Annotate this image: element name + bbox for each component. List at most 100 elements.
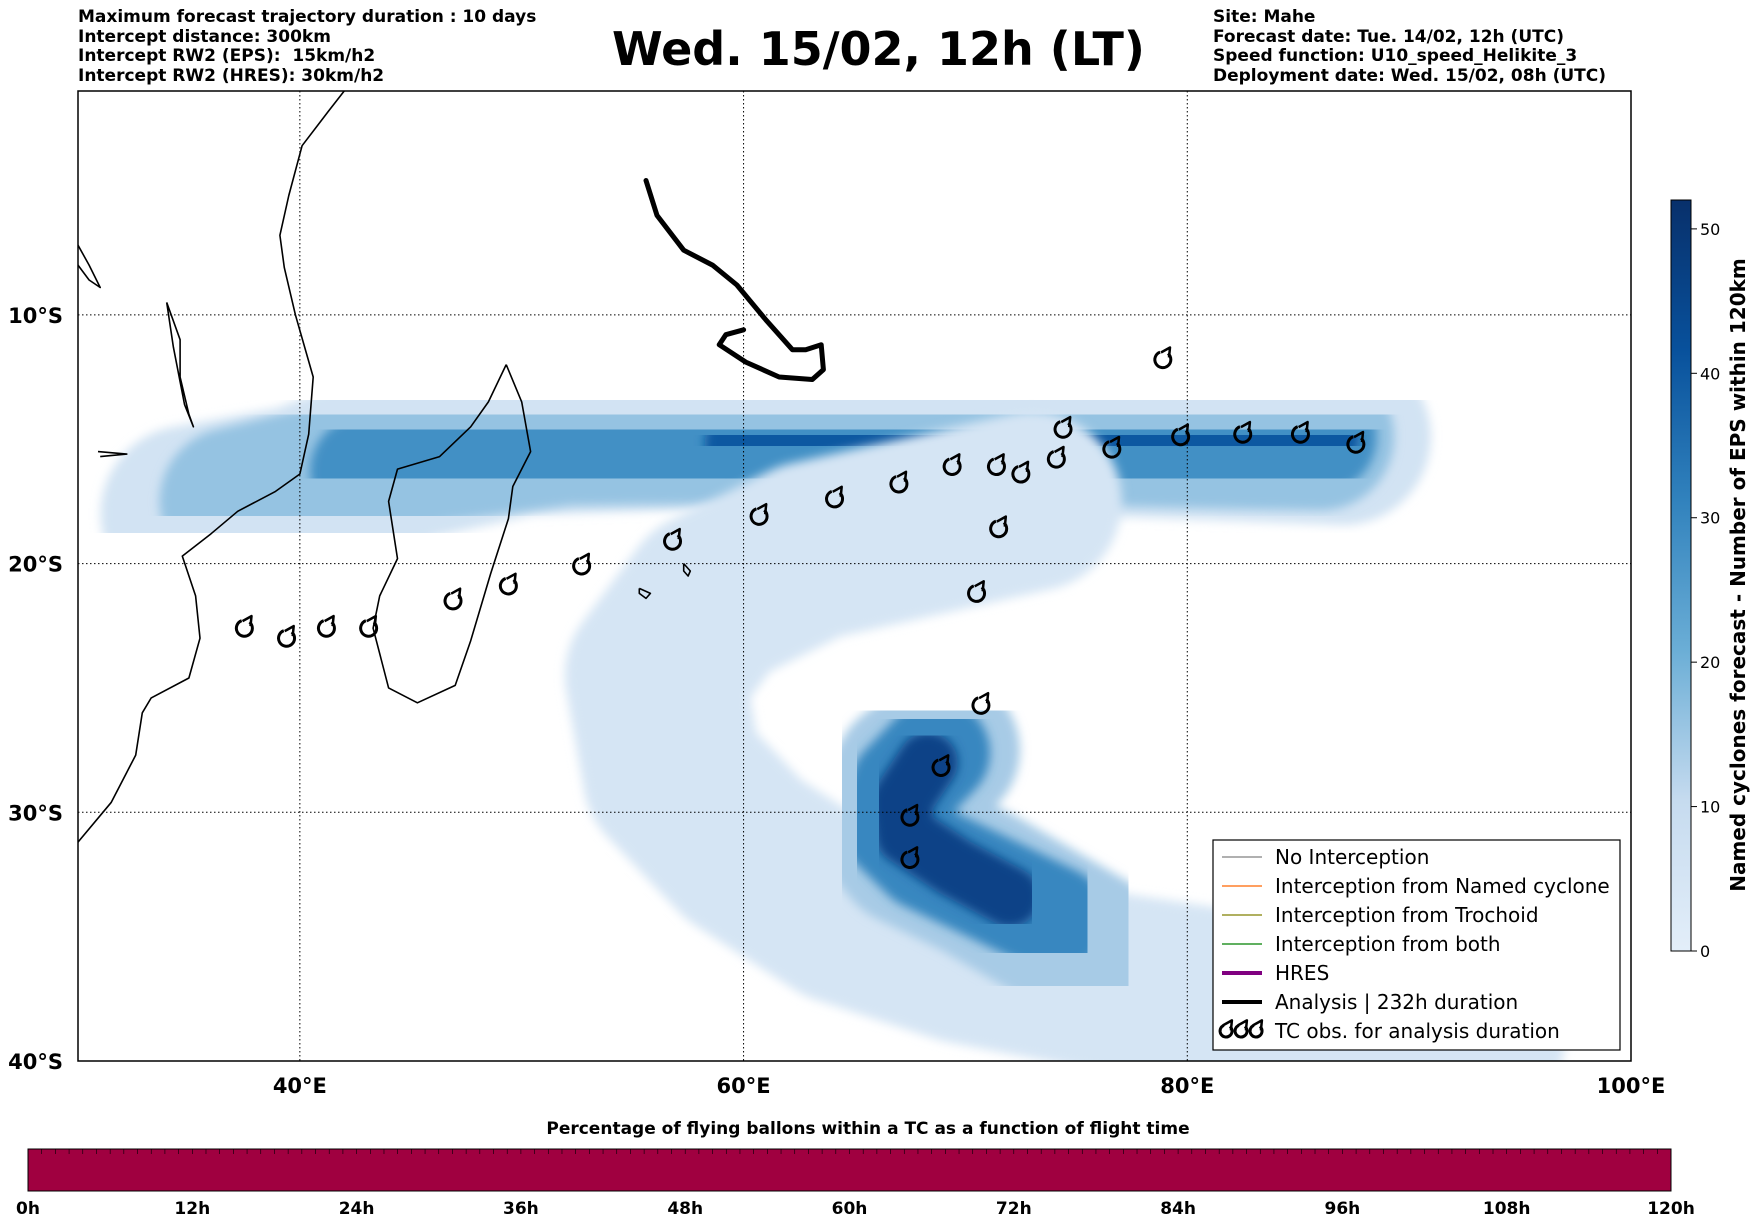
tc-obs-marker: [1233, 1019, 1249, 1039]
lon-label-60e: 60°E: [717, 1074, 771, 1098]
tc-obs-marker: [1011, 460, 1031, 484]
tc-obs-marker: [443, 587, 463, 611]
tc-obs-marker: [1171, 423, 1191, 447]
time-bar-fill: [27, 1148, 1672, 1192]
lon-label-100e: 100°E: [1597, 1074, 1666, 1098]
coastline: [682, 563, 692, 577]
colorbar-tick-label: 50: [1700, 220, 1720, 239]
legend-label: TC obs. for analysis duration: [1274, 1019, 1560, 1043]
tc-obs-marker: [1102, 435, 1122, 459]
legend-item: Analysis | 232h duration: [1222, 990, 1518, 1014]
deployment-date-text: Deployment date: Wed. 15/02, 08h (UTC): [1213, 65, 1607, 86]
legend-item: Interception from both: [1222, 932, 1501, 956]
time-bar: Percentage of flying ballons within a TC…: [16, 1119, 1695, 1219]
site-text: Site: Mahe: [1213, 7, 1316, 27]
time-bar-tick-label: 96h: [1325, 1199, 1361, 1219]
legend-label: HRES: [1275, 961, 1329, 985]
tc-obs-marker: [900, 803, 920, 827]
lat-label-20s: 20°S: [8, 553, 63, 577]
latitude-labels: 10°S 20°S 30°S 40°S: [8, 304, 63, 1074]
lat-label-30s: 30°S: [8, 801, 63, 825]
colorbar-tick-label: 0: [1700, 942, 1710, 961]
colorbar-label: Named cyclones forecast - Number of EPS …: [1726, 258, 1750, 892]
coastline: [165, 302, 195, 428]
eps-density-band: [871, 732, 1040, 927]
tc-obs-marker: [889, 470, 909, 494]
header-right: Site: Mahe Forecast date: Tue. 14/02, 12…: [1213, 7, 1607, 86]
legend-box: [1212, 839, 1621, 1051]
coastline: [372, 364, 532, 704]
tc-obs-marker: [1233, 420, 1253, 444]
colorbar-tick-label: 20: [1700, 653, 1720, 672]
time-bar-tick-label: 108h: [1483, 1199, 1531, 1219]
tc-obs-marker: [967, 580, 987, 603]
speed-function-text: Speed function: U10_speed_Helikite_3: [1213, 46, 1578, 66]
tc-obs-marker: [989, 515, 1009, 539]
tc-obs-marker: [663, 527, 683, 551]
tc-obs-marker: [1346, 430, 1366, 454]
tc-obs-marker: [1153, 346, 1173, 370]
max-duration-text: Maximum forecast trajectory duration : 1…: [78, 7, 537, 27]
colorbar-tick-label: 10: [1700, 798, 1720, 817]
coastline: [78, 244, 101, 289]
tc-obs-marker: [942, 453, 962, 476]
tc-obs-marker: [971, 691, 991, 715]
tc-obs-marker: [498, 572, 518, 596]
tc-obs-marker: [931, 754, 951, 777]
tc-obs-marker: [1290, 420, 1310, 444]
tc-obs-marker: [234, 614, 254, 638]
map-frame: [77, 90, 1632, 1062]
legend-label: Interception from Named cyclone: [1275, 874, 1610, 898]
legend: No Interception Interception from Named c…: [1212, 839, 1621, 1051]
time-bar-title: Percentage of flying ballons within a TC…: [546, 1119, 1189, 1139]
coastline: [97, 450, 128, 458]
tc-obs-marker: [316, 614, 336, 638]
tc-obs-marker: [359, 614, 379, 638]
tc-observations: [234, 346, 1366, 869]
forecast-date-text: Forecast date: Tue. 14/02, 12h (UTC): [1213, 26, 1564, 47]
colorbar: 0 10 20 30 40 50 Named cyclones forecast - Nu…: [1670, 199, 1750, 961]
time-bar-tick-label: 24h: [339, 1199, 375, 1219]
legend-label: Analysis | 232h duration: [1275, 990, 1518, 1014]
tc-obs-marker: [825, 485, 845, 509]
tc-obs-marker: [1218, 1019, 1234, 1039]
tc-obs-marker: [1248, 1019, 1264, 1039]
coastlines: [78, 91, 692, 843]
tc-obs-marker: [1046, 445, 1066, 469]
longitude-labels: 40°E 60°E 80°E 100°E: [273, 1074, 1666, 1098]
legend-label: No Interception: [1275, 845, 1429, 869]
eps-density-layer: [100, 330, 1566, 1061]
time-bar-tick-label: 60h: [832, 1199, 868, 1219]
time-bar-tick-label: 48h: [667, 1199, 703, 1219]
legend-item: Interception from Named cyclone: [1222, 874, 1610, 898]
tc-obs-marker: [986, 453, 1006, 476]
header-left: Maximum forecast trajectory duration : 1…: [78, 7, 537, 86]
page-title: Wed. 15/02, 12h (LT): [612, 22, 1145, 76]
intercept-eps-text: Intercept RW2 (EPS): 15km/h2: [78, 46, 376, 66]
tc-obs-marker: [1053, 415, 1073, 439]
time-bar-tick-label: 120h: [1647, 1199, 1695, 1219]
legend-label: Interception from Trochoid: [1275, 903, 1539, 927]
lon-label-80e: 80°E: [1160, 1074, 1214, 1098]
legend-label: Interception from both: [1275, 932, 1501, 956]
lon-label-40e: 40°E: [273, 1074, 327, 1098]
intercept-distance-text: Intercept distance: 300km: [78, 26, 331, 47]
legend-item: TC obs. for analysis duration: [1218, 1019, 1560, 1043]
map-area[interactable]: [77, 90, 1632, 1062]
tc-obs-marker: [572, 552, 592, 576]
intercept-hres-text: Intercept RW2 (HRES): 30km/h2: [78, 65, 385, 86]
time-bar-tick-label: 12h: [174, 1199, 210, 1219]
time-bar-tick-label: 72h: [996, 1199, 1032, 1219]
time-bar-tick-label: 36h: [503, 1199, 539, 1219]
tc-obs-marker: [277, 624, 297, 648]
tc-obs-marker: [749, 502, 769, 526]
lat-label-10s: 10°S: [8, 304, 63, 328]
legend-item: Interception from Trochoid: [1222, 903, 1539, 927]
coastline: [638, 587, 652, 600]
graticule: [78, 91, 1631, 1061]
legend-item: HRES: [1222, 961, 1329, 985]
legend-item: No Interception: [1222, 845, 1429, 869]
time-bar-tick-label: 84h: [1160, 1199, 1196, 1219]
colorbar-tick-label: 30: [1700, 509, 1720, 528]
tc-obs-marker: [900, 846, 920, 869]
